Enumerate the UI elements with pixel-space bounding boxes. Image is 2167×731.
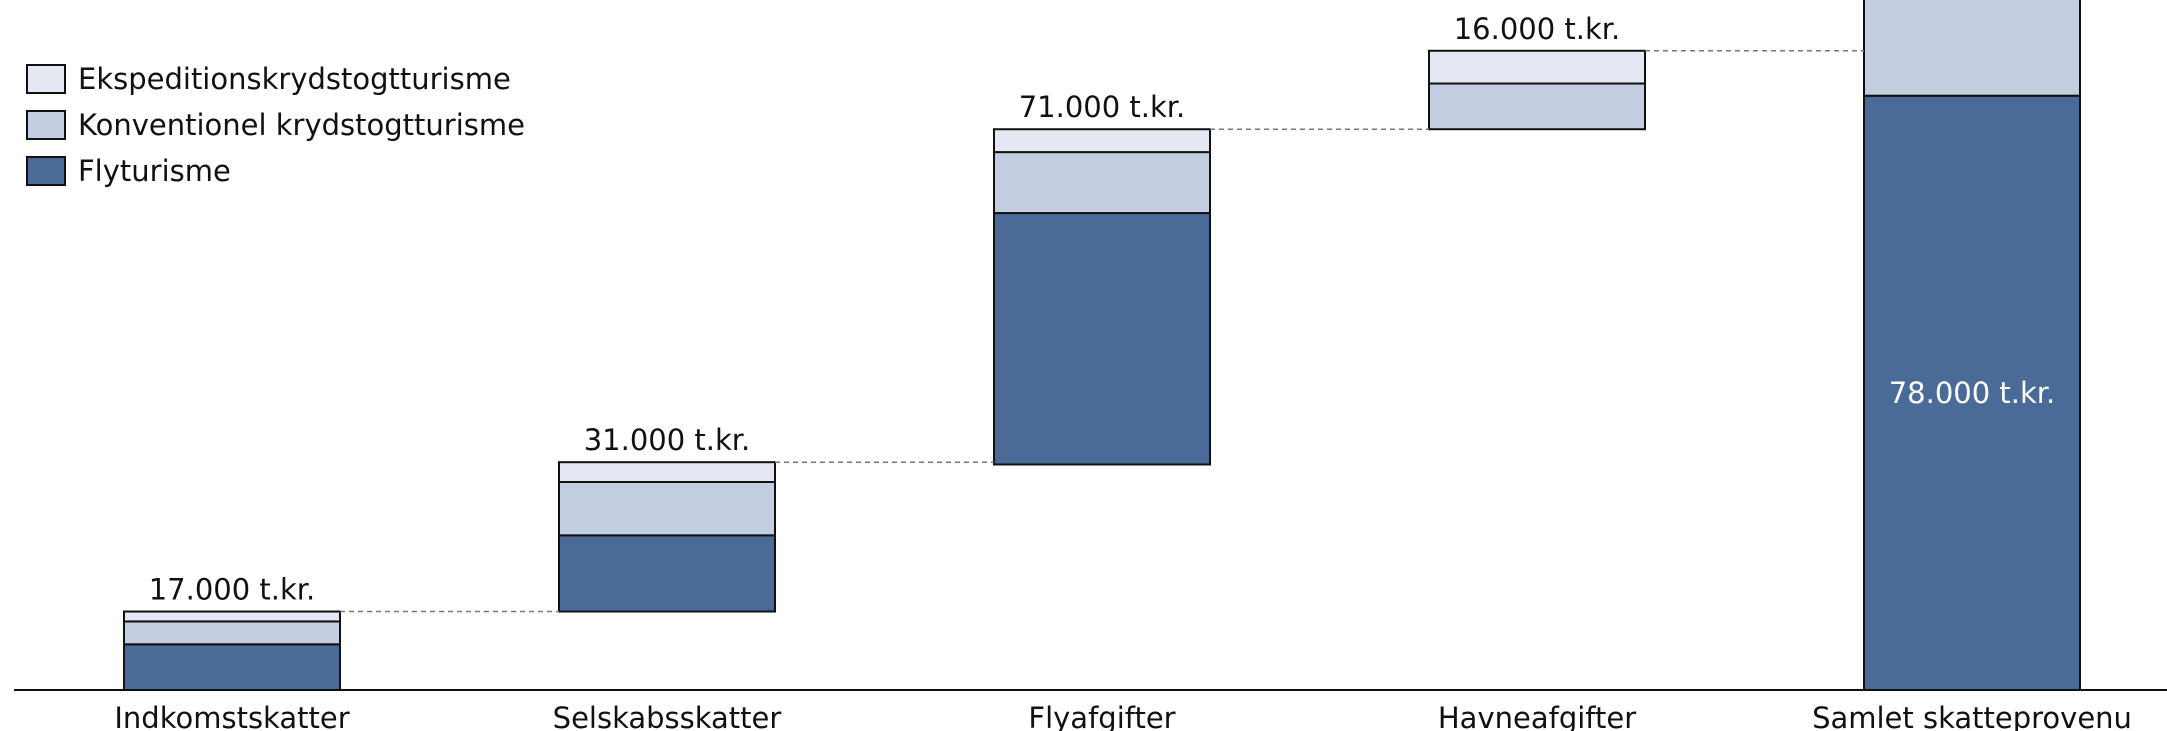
bar-segment-1-series-3 <box>123 610 341 623</box>
bar-segment-4-series-2 <box>1428 82 1646 131</box>
legend-swatch-konventionel <box>26 110 66 140</box>
legend-swatch-ekspedition <box>26 64 66 94</box>
bar-segment-4-series-3 <box>1428 49 1646 85</box>
category-label-4: Havneafgifter <box>1438 701 1636 731</box>
category-label-5: Samlet skatteprovenu <box>1812 701 2132 731</box>
bar-segment-1-series-1 <box>123 643 341 691</box>
legend-item-flyturisme: Flyturisme <box>26 148 525 194</box>
bar-segment-3-series-3 <box>993 128 1211 154</box>
bar-total-label-3: 71.000 t.kr. <box>1019 90 1186 124</box>
category-label-1: Indkomstskatter <box>114 701 349 731</box>
bar-total-label-4: 16.000 t.kr. <box>1454 12 1621 46</box>
segment-value-label-1: 78.000 t.kr. <box>1889 376 2056 410</box>
legend-label-konventionel: Konventionel krydstogtturisme <box>78 108 525 142</box>
bar-segment-5-series-2 <box>1863 0 2081 97</box>
bar-segment-2-series-1 <box>558 534 776 613</box>
bar-total-label-1: 17.000 t.kr. <box>149 573 316 607</box>
legend: Ekspeditionskrydstogtturisme Konventione… <box>26 56 525 194</box>
bar-segment-2-series-3 <box>558 461 776 484</box>
legend-label-flyturisme: Flyturisme <box>78 154 231 188</box>
legend-label-ekspedition: Ekspeditionskrydstogtturisme <box>78 62 511 96</box>
bar-segment-1-series-2 <box>123 620 341 646</box>
bar-segment-3-series-1 <box>993 212 1211 466</box>
legend-item-ekspedition: Ekspeditionskrydstogtturisme <box>26 56 525 102</box>
legend-item-konventionel: Konventionel krydstogtturisme <box>26 102 525 148</box>
bar-total-label-2: 31.000 t.kr. <box>584 423 751 457</box>
bar-segment-2-series-2 <box>558 481 776 537</box>
category-label-3: Flyafgifter <box>1028 701 1175 731</box>
legend-swatch-flyturisme <box>26 156 66 186</box>
bar-segment-3-series-2 <box>993 151 1211 215</box>
category-label-2: Selskabsskatter <box>553 701 782 731</box>
bar-segment-5-series-1 <box>1863 94 2081 691</box>
